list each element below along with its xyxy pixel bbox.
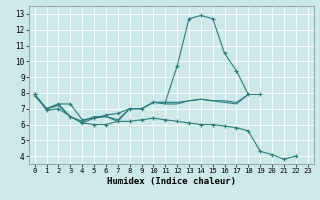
X-axis label: Humidex (Indice chaleur): Humidex (Indice chaleur) (107, 177, 236, 186)
